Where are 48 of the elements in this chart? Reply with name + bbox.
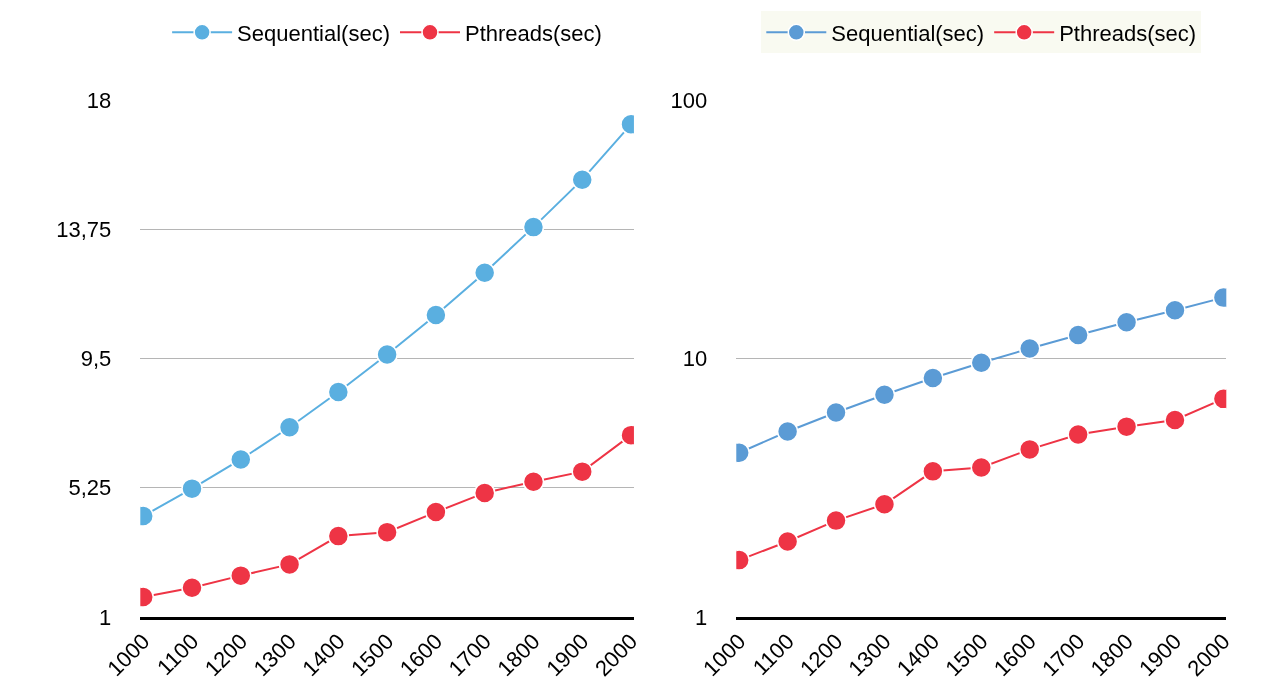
y-tick-label: 13,75 bbox=[56, 216, 112, 242]
point bbox=[776, 420, 799, 443]
legend-label: Sequential(sec) bbox=[237, 20, 390, 46]
point bbox=[278, 416, 301, 438]
point bbox=[825, 509, 847, 532]
point bbox=[1018, 438, 1041, 461]
point bbox=[776, 530, 799, 553]
point bbox=[970, 456, 993, 479]
point bbox=[1115, 415, 1138, 438]
point bbox=[873, 384, 896, 406]
legend-label: Sequential(sec) bbox=[831, 20, 985, 46]
point bbox=[1067, 324, 1089, 346]
point bbox=[1067, 423, 1089, 446]
y-tick-label: 9,5 bbox=[80, 346, 112, 372]
point bbox=[376, 343, 398, 366]
point bbox=[425, 501, 447, 523]
point bbox=[327, 525, 350, 547]
legend-label: Pthreads(sec) bbox=[464, 20, 602, 46]
point bbox=[522, 470, 545, 493]
point bbox=[825, 401, 847, 424]
y-tick-label: 100 bbox=[670, 87, 708, 113]
point bbox=[571, 168, 593, 191]
point bbox=[473, 261, 496, 284]
point bbox=[376, 521, 398, 543]
y-tick-label: 18 bbox=[86, 87, 112, 113]
point bbox=[1018, 337, 1041, 360]
legend-label: Pthreads(sec) bbox=[1059, 20, 1197, 46]
point bbox=[181, 477, 203, 500]
point bbox=[181, 577, 203, 599]
point bbox=[425, 304, 447, 326]
point bbox=[922, 460, 944, 483]
y-tick-label: 1 bbox=[99, 604, 112, 630]
point bbox=[230, 564, 252, 587]
point bbox=[922, 367, 944, 389]
point bbox=[278, 553, 301, 576]
point bbox=[1164, 409, 1186, 431]
y-tick-label: 1 bbox=[695, 604, 708, 630]
point bbox=[327, 381, 350, 403]
point bbox=[1164, 299, 1186, 321]
point bbox=[473, 482, 496, 504]
point bbox=[1115, 311, 1138, 333]
y-tick-label: 10 bbox=[682, 346, 708, 372]
y-tick-label: 5,25 bbox=[68, 475, 112, 501]
point bbox=[230, 448, 252, 471]
point bbox=[571, 460, 593, 483]
point bbox=[970, 351, 993, 374]
point bbox=[522, 216, 545, 238]
point bbox=[873, 493, 896, 515]
